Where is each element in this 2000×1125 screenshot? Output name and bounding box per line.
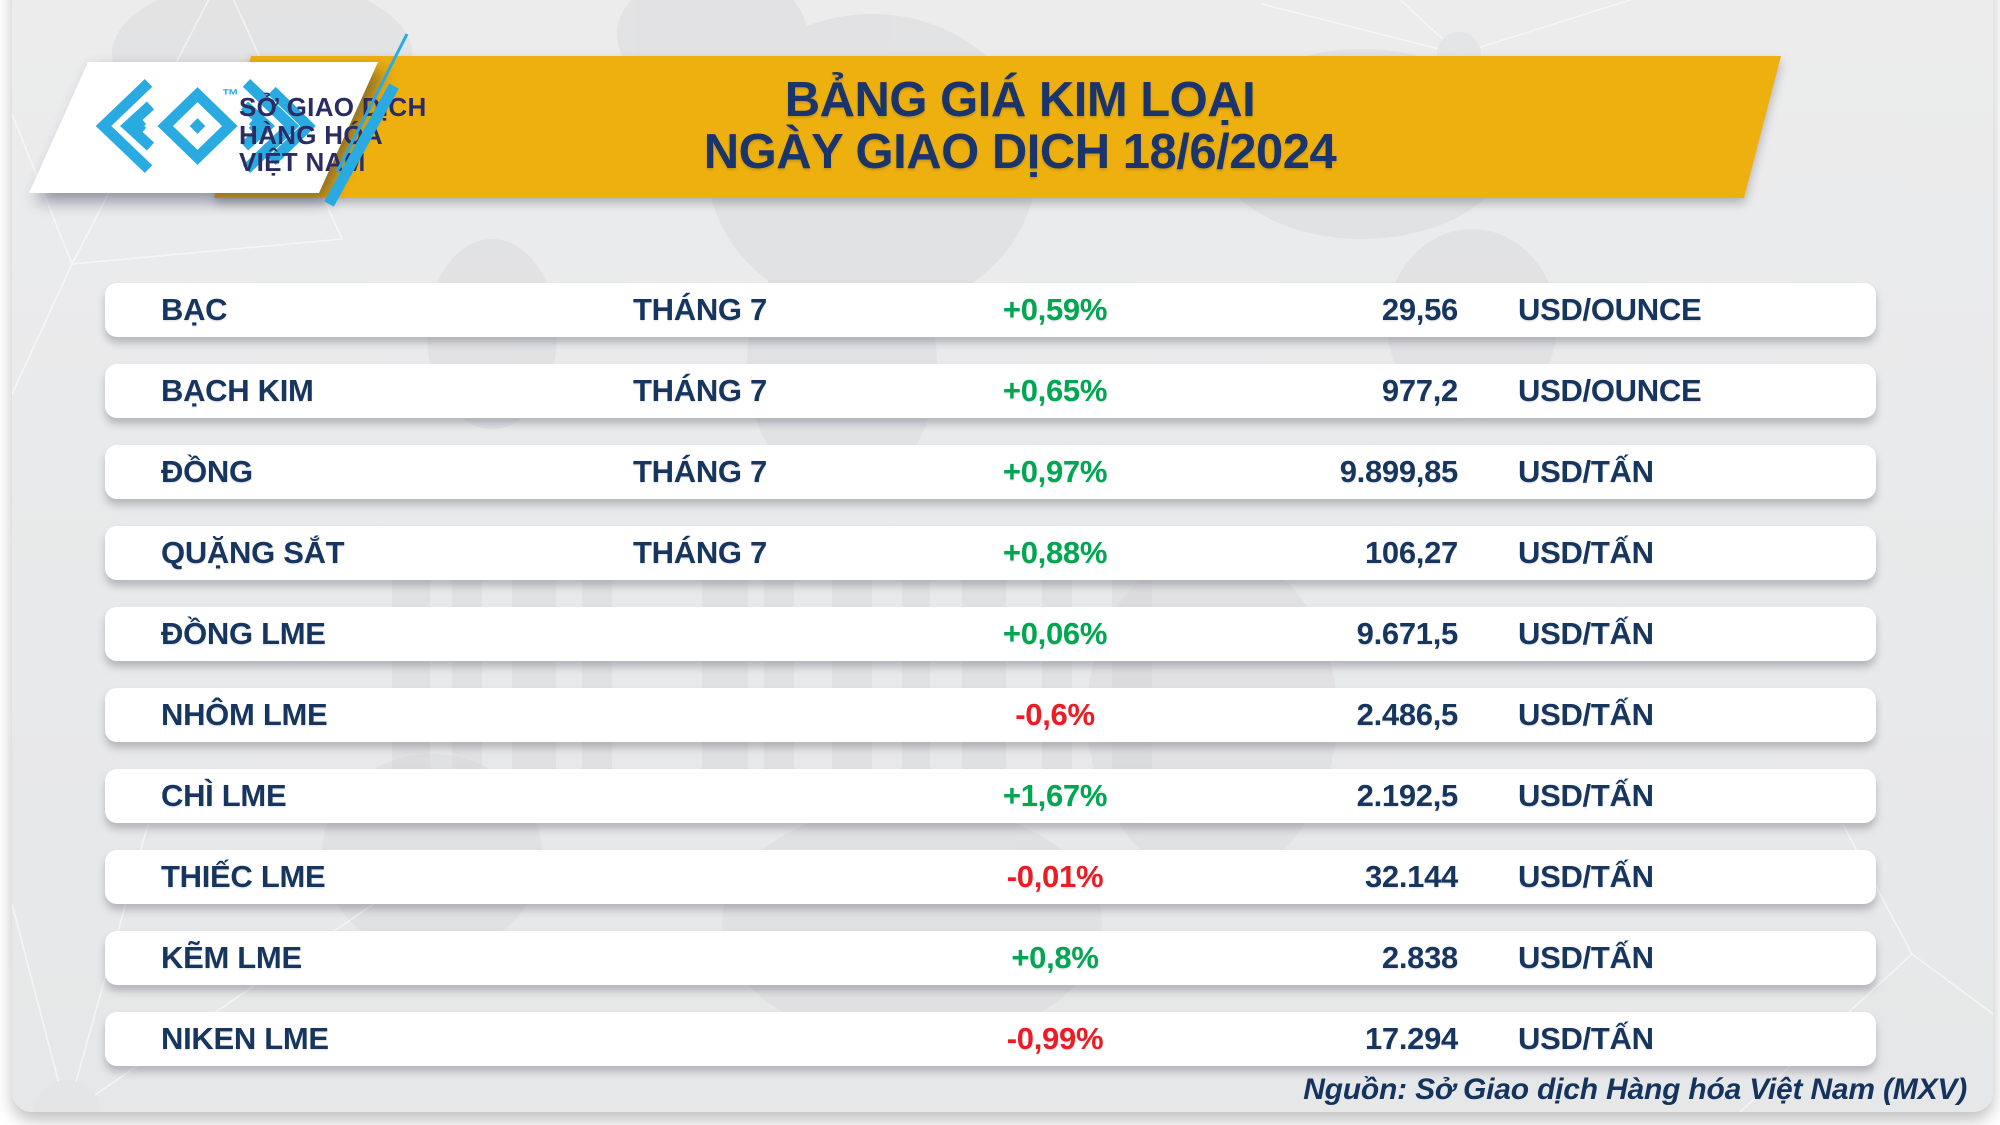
- price-unit: USD/TẤN: [1518, 697, 1654, 732]
- commodity-name: NHÔM LME: [161, 697, 328, 732]
- price-value: 106,27: [1364, 535, 1458, 570]
- page-title-line2: NGÀY GIAO DỊCH 18/6/2024: [703, 125, 1337, 179]
- table-row-niken-lme: NIKEN LME -0,99% 17.294 USD/TẤN: [105, 1012, 1876, 1066]
- table-row-quang-sat: QUẶNG SẮT THÁNG 7 +0,88% 106,27 USD/TẤN: [105, 526, 1876, 580]
- percent-change: +0,97%: [1002, 454, 1108, 489]
- price-value: 977,2: [1381, 373, 1458, 408]
- price-unit: USD/OUNCE: [1518, 292, 1702, 327]
- logo-org-name: SỞ GIAO DỊCH HÀNG HÓA VIỆT NAM: [239, 92, 427, 177]
- contract-month: [560, 769, 840, 823]
- price-value: 17.294: [1364, 1021, 1458, 1056]
- price-unit: USD/TẤN: [1518, 778, 1654, 813]
- percent-change: +0,65%: [1002, 373, 1108, 408]
- price-unit: USD/TẤN: [1518, 616, 1654, 651]
- percent-change: +0,88%: [1002, 535, 1108, 570]
- percent-change: +0,06%: [1002, 616, 1108, 651]
- price-unit: USD/TẤN: [1518, 859, 1654, 894]
- table-row-bach-kim: BẠCH KIM THÁNG 7 +0,65% 977,2 USD/OUNCE: [105, 364, 1876, 418]
- table-row-dong-lme: ĐỒNG LME +0,06% 9.671,5 USD/TẤN: [105, 607, 1876, 661]
- page-title-line1: BẢNG GIÁ KIM LOẠI: [784, 73, 1256, 127]
- percent-change: -0,6%: [1015, 697, 1095, 732]
- commodity-name: KẼM LME: [161, 940, 302, 975]
- price-value: 9.899,85: [1339, 454, 1459, 489]
- title-banner-wrap: [0, 0, 2000, 200]
- commodity-name: ĐỒNG: [161, 454, 253, 489]
- contract-month: THÁNG 7: [633, 292, 767, 327]
- commodity-name: CHÌ LME: [161, 778, 287, 813]
- commodity-name: ĐỒNG LME: [161, 616, 326, 651]
- contract-month: THÁNG 7: [633, 373, 767, 408]
- contract-month: [560, 607, 840, 661]
- page-title: BẢNG GIÁ KIM LOẠI NGÀY GIAO DỊCH 18/6/20…: [290, 74, 1750, 178]
- contract-month: [560, 850, 840, 904]
- contract-month: THÁNG 7: [633, 535, 767, 570]
- price-unit: USD/TẤN: [1518, 454, 1654, 489]
- source-credit: Nguồn: Sở Giao dịch Hàng hóa Việt Nam (M…: [1303, 1073, 1967, 1106]
- logo-org-line3: VIỆT NAM: [239, 147, 366, 177]
- price-value: 29,56: [1381, 292, 1458, 327]
- trademark-symbol: ™: [222, 86, 239, 105]
- price-table: BẠC THÁNG 7 +0,59% 29,56 USD/OUNCE BẠCH …: [105, 283, 1876, 1093]
- price-unit: USD/OUNCE: [1518, 373, 1702, 408]
- logo-org-line2: HÀNG HÓA: [239, 119, 383, 150]
- percent-change: +1,67%: [1002, 778, 1108, 813]
- table-row-bac: BẠC THÁNG 7 +0,59% 29,56 USD/OUNCE: [105, 283, 1876, 337]
- contract-month: [560, 688, 840, 742]
- price-value: 2.192,5: [1356, 778, 1459, 813]
- percent-change: +0,59%: [1002, 292, 1108, 327]
- contract-month: THÁNG 7: [633, 454, 767, 489]
- percent-change: -0,01%: [1006, 859, 1104, 894]
- contract-month: [560, 1012, 840, 1066]
- table-row-thiec-lme: THIẾC LME -0,01% 32.144 USD/TẤN: [105, 850, 1876, 904]
- mxv-logo-icon: [95, 79, 315, 173]
- percent-change: -0,99%: [1006, 1021, 1104, 1056]
- price-unit: USD/TẤN: [1518, 535, 1654, 570]
- price-unit: USD/TẤN: [1518, 1021, 1654, 1056]
- commodity-name: BẠCH KIM: [161, 373, 314, 408]
- price-unit: USD/TẤN: [1518, 940, 1654, 975]
- price-value: 2.838: [1381, 940, 1458, 975]
- title-banner: [214, 56, 1781, 198]
- commodity-name: NIKEN LME: [161, 1021, 329, 1056]
- commodity-name: QUẶNG SẮT: [161, 535, 345, 570]
- logo-org-line1: SỞ GIAO DỊCH: [239, 92, 427, 122]
- table-row-kem-lme: KẼM LME +0,8% 2.838 USD/TẤN: [105, 931, 1876, 985]
- table-row-nhom-lme: NHÔM LME -0,6% 2.486,5 USD/TẤN: [105, 688, 1876, 742]
- price-value: 32.144: [1364, 859, 1458, 894]
- contract-month: [560, 931, 840, 985]
- commodity-name: THIẾC LME: [161, 859, 326, 894]
- table-row-dong: ĐỒNG THÁNG 7 +0,97% 9.899,85 USD/TẤN: [105, 445, 1876, 499]
- table-row-chi-lme: CHÌ LME +1,67% 2.192,5 USD/TẤN: [105, 769, 1876, 823]
- price-value: 2.486,5: [1356, 697, 1459, 732]
- commodity-name: BẠC: [161, 292, 228, 327]
- price-value: 9.671,5: [1356, 616, 1459, 651]
- percent-change: +0,8%: [1011, 940, 1099, 975]
